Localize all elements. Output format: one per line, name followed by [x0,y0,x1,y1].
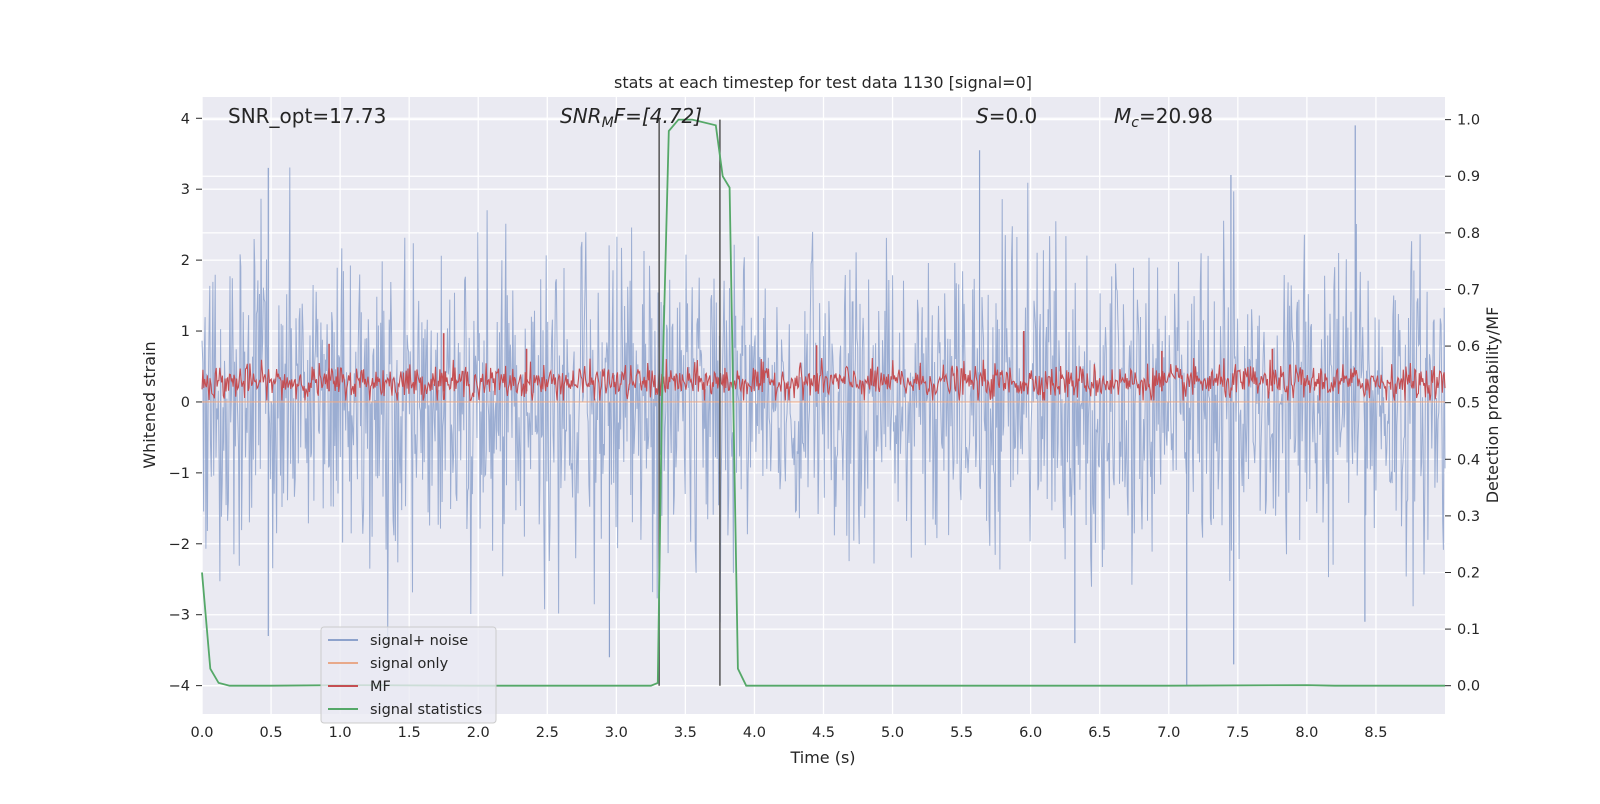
data-layer [201,125,1446,686]
x-tick-label-2: 1.0 [329,725,352,741]
x-tick-label-6: 3.0 [605,725,628,741]
x-tick-label-13: 6.5 [1088,725,1111,741]
x-tick-label-7: 3.5 [674,725,697,741]
x-tick-label-1: 0.5 [260,725,283,741]
y-tick-label-7: −3 [169,608,190,624]
x-tick-label-4: 2.0 [467,725,490,741]
chart-title: stats at each timestep for test data 113… [614,73,1032,92]
y2-axis-label: Detection probability/MF [1483,307,1502,504]
y2-tick-label-5: 0.5 [1457,396,1480,412]
x-tick-label-14: 7.0 [1157,725,1180,741]
x-tick-label-15: 7.5 [1226,725,1249,741]
legend-box [320,626,497,724]
signal-statistics-layer [201,118,1445,687]
snr-mf-main: SNR [560,104,602,128]
y-tick-label-1: 3 [181,182,190,198]
y2-tick-label-8: 0.2 [1457,565,1480,581]
y-tick-label-4: 0 [181,395,190,411]
x-tick-label-5: 2.5 [536,725,559,741]
legend-label-signal-only: signal only [370,656,449,672]
y2-tick-label-9: 0.1 [1457,622,1480,638]
y2-tick-label-3: 0.7 [1457,282,1480,298]
y2-tick-label-4: 0.6 [1457,339,1480,355]
mc-sub: c [1131,115,1139,131]
y2-tick-labels: 1.0 0.9 0.8 0.7 0.6 0.5 0.4 0.3 0.2 0.1 0.0 [1445,113,1480,695]
x-tick-label-0: 0.0 [190,725,213,741]
snr-mf-sub: M [602,115,614,131]
x-tick-label-3: 1.5 [398,725,421,741]
y2-tick-label-0: 1.0 [1457,113,1480,129]
y2-tick-label-6: 0.4 [1457,452,1480,468]
x-tick-labels: 0.0 0.5 1.0 1.5 2.0 2.5 3.0 3.5 4.0 4.5 5.0 5.5 6.0 6… [190,725,1387,741]
legend-label-signal-statistics: signal statistics [370,702,482,718]
legend: signal+ noise signal only MF signal stat… [320,626,497,724]
y2-tick-label-7: 0.3 [1457,509,1480,525]
legend-label-mf: MF [370,679,391,695]
x-axis-label: Time (s) [789,748,855,767]
legend-label-signal-noise: signal+ noise [370,633,468,649]
s-rest: =0.0 [989,104,1038,128]
y2-tick-label-1: 0.9 [1457,169,1480,185]
mc-annotation: Mc=20.98 [1114,104,1213,131]
mc-main: M [1114,104,1131,128]
y-tick-label-2: 2 [181,253,190,269]
snr-mf-rest: F=[4.72] [614,104,702,128]
mc-rest: =20.98 [1139,104,1213,128]
y-axis-label: Whitened strain [140,341,159,468]
series-signal-statistics-line [201,118,1445,687]
snr-opt-annotation: SNR_opt=17.73 [228,104,386,128]
series-mf-line [201,357,1446,402]
y-tick-label-3: 1 [181,324,190,340]
y-tick-label-8: −4 [169,679,190,695]
s-main: S [976,104,989,128]
x-tick-label-11: 5.5 [950,725,973,741]
x-tick-label-16: 8.0 [1295,725,1318,741]
snr-mf-annotation: SNRMF=[4.72] [560,104,702,131]
y-tick-label-5: −1 [169,466,190,482]
y2-tick-label-10: 0.0 [1457,679,1480,695]
x-tick-label-17: 8.5 [1364,725,1387,741]
y-tick-label-0: 4 [181,111,190,127]
s-annotation: S=0.0 [976,104,1037,128]
y2-tick-label-2: 0.8 [1457,226,1480,242]
x-tick-label-9: 4.5 [812,725,835,741]
x-tick-label-12: 6.0 [1019,725,1042,741]
x-tick-label-10: 5.0 [881,725,904,741]
x-tick-label-8: 4.0 [743,725,766,741]
y-tick-label-6: −2 [169,537,190,553]
y-tick-labels: 4 3 2 1 0 −1 −2 −3 −4 [169,111,202,695]
